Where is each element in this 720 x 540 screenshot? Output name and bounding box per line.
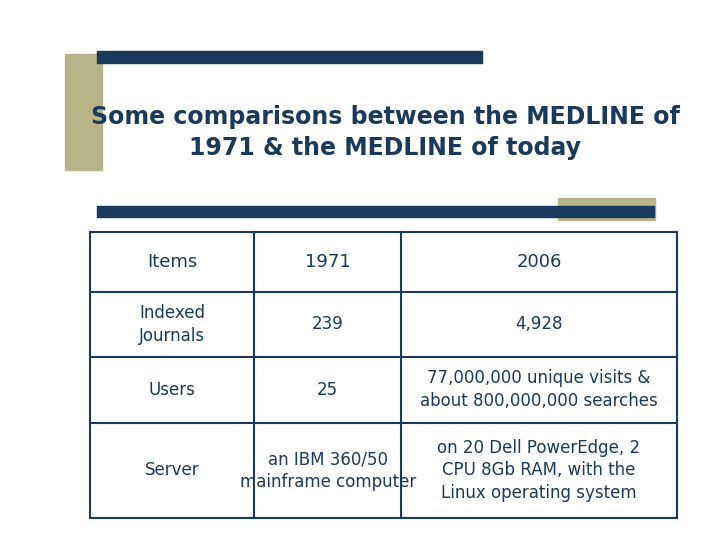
Text: Some comparisons between the MEDLINE of
1971 & the MEDLINE of today: Some comparisons between the MEDLINE of … [91, 105, 680, 160]
Text: 77,000,000 unique visits &
about 800,000,000 searches: 77,000,000 unique visits & about 800,000… [420, 369, 658, 410]
Text: on 20 Dell PowerEdge, 2
CPU 8Gb RAM, with the
Linux operating system: on 20 Dell PowerEdge, 2 CPU 8Gb RAM, wit… [437, 438, 641, 502]
Text: Server: Server [145, 462, 199, 480]
Text: 25: 25 [317, 381, 338, 399]
Bar [558, 198, 655, 220]
Text: 2006: 2006 [516, 253, 562, 271]
Bar [97, 51, 482, 63]
Text: an IBM 360/50
mainframe computer: an IBM 360/50 mainframe computer [240, 450, 415, 491]
Bar [65, 54, 102, 170]
Text: 4,928: 4,928 [515, 315, 562, 334]
Bar [97, 206, 654, 217]
Text: Users: Users [149, 381, 196, 399]
Text: Items: Items [147, 253, 197, 271]
Text: 1971: 1971 [305, 253, 351, 271]
Text: 239: 239 [312, 315, 343, 334]
Text: Indexed
Journals: Indexed Journals [139, 304, 205, 345]
